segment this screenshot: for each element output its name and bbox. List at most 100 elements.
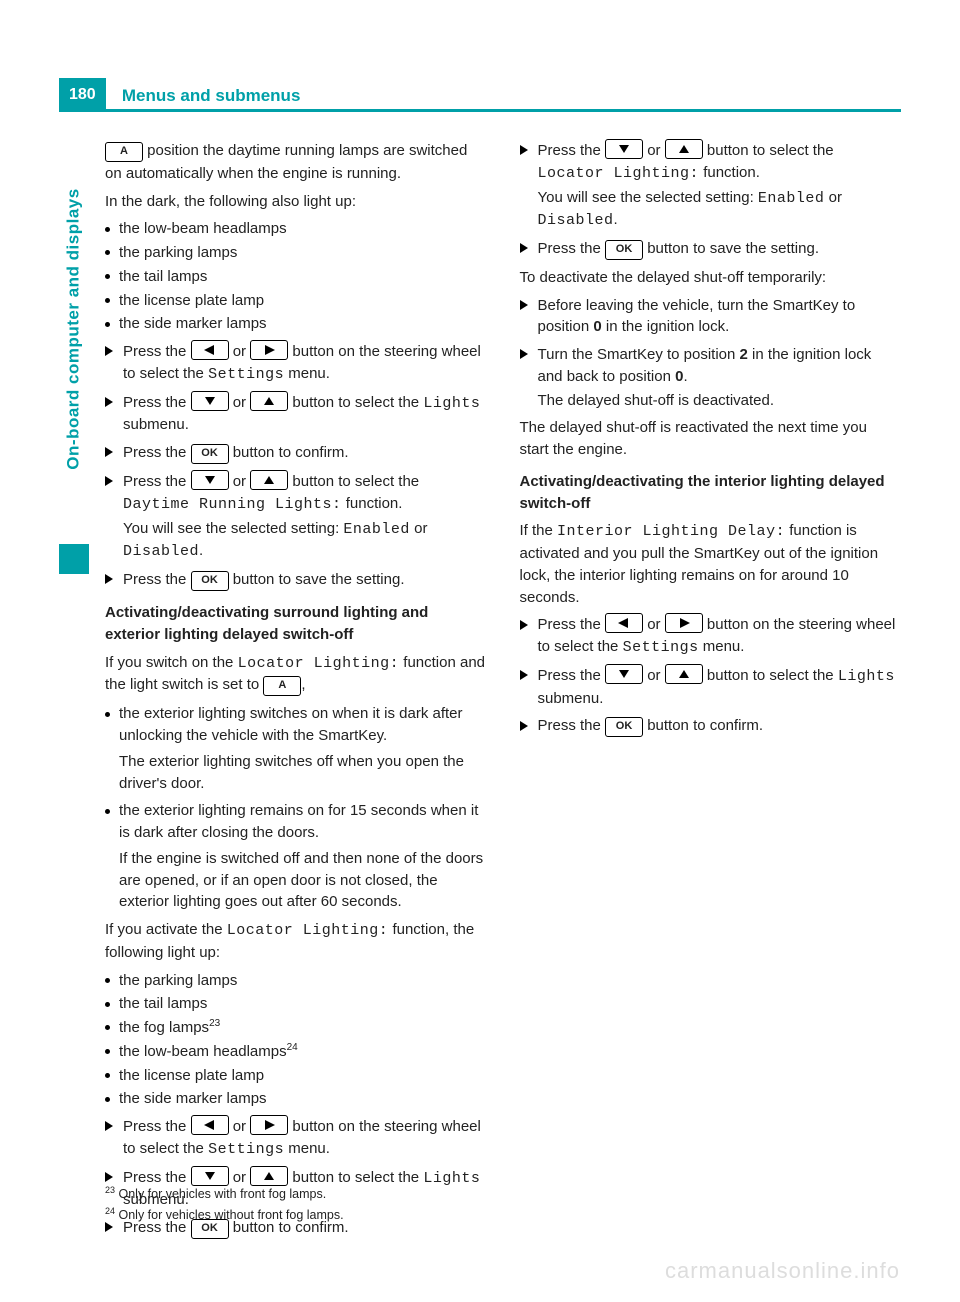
text: Press the	[123, 394, 191, 411]
text: button to save the setting.	[229, 571, 405, 588]
text: submenu.	[123, 416, 189, 433]
paragraph: To deactivate the delayed shut-off tempo…	[520, 267, 901, 289]
step: Press the OK button to save the setting.	[105, 569, 486, 592]
section-heading: Activating/deactivating surround lightin…	[105, 602, 486, 646]
list-item: the low-beam headlamps24	[105, 1041, 486, 1063]
text: or	[643, 142, 665, 159]
list-item: the exterior lighting switches on when i…	[105, 703, 486, 794]
text: position the daytime running lamps are s…	[105, 142, 467, 182]
up-arrow-icon	[250, 391, 288, 411]
step: Press the OK button to save the setting.	[520, 238, 901, 261]
text: Press the	[123, 571, 191, 588]
paragraph: In the dark, the following also light up…	[105, 191, 486, 213]
text: Press the	[538, 142, 606, 159]
list-item: the license plate lamp	[105, 1065, 486, 1087]
step: Before leaving the vehicle, turn the Sma…	[520, 295, 901, 339]
text: Press the	[538, 667, 606, 684]
text: or	[410, 520, 428, 537]
text: Press the	[538, 616, 606, 633]
step: Press the OK button to confirm.	[105, 442, 486, 465]
menu-name: Lights	[838, 668, 895, 685]
footnote-text: Only for vehicles with front fog lamps.	[119, 1187, 327, 1201]
function-name: Locator Lighting:	[238, 655, 400, 672]
up-arrow-icon	[665, 139, 703, 159]
left-arrow-icon	[191, 1115, 229, 1135]
list-item: the exterior lighting remains on for 15 …	[105, 800, 486, 913]
sub-paragraph: If the engine is switched off and then n…	[119, 848, 486, 913]
text: function.	[342, 495, 403, 512]
header-rule	[59, 109, 901, 112]
text: or	[824, 189, 842, 206]
text: or	[643, 616, 665, 633]
ok-button-icon: OK	[605, 717, 643, 737]
footnote-num: 24	[105, 1206, 115, 1216]
footnote-ref: 23	[209, 1018, 220, 1029]
step: Press the or button to select the Locato…	[520, 140, 901, 232]
text: button to save the setting.	[643, 240, 819, 257]
text: If the	[520, 522, 558, 539]
list-item: the parking lamps	[105, 242, 486, 264]
down-arrow-icon	[605, 139, 643, 159]
down-arrow-icon	[605, 664, 643, 684]
setting-value: Disabled	[538, 212, 614, 229]
step: Press the or button on the steering whee…	[105, 1116, 486, 1161]
text: the low-beam headlamps	[119, 1043, 287, 1060]
footnote-ref: 24	[287, 1042, 298, 1053]
sub-paragraph: The exterior lighting switches off when …	[119, 751, 486, 795]
text: or	[229, 394, 251, 411]
up-arrow-icon	[250, 470, 288, 490]
down-arrow-icon	[191, 1166, 229, 1186]
side-tab-block	[59, 544, 89, 574]
paragraph: The delayed shut-off is reactivated the …	[520, 417, 901, 461]
page-header: 180 Menus and submenus	[59, 78, 901, 112]
body-content: A position the daytime running lamps are…	[105, 140, 900, 1252]
list-item: the tail lamps	[105, 266, 486, 288]
text: button to select the	[288, 394, 423, 411]
text: Press the	[538, 240, 606, 257]
text: button to confirm.	[229, 444, 349, 461]
footnotes: 23 Only for vehicles with front fog lamp…	[105, 1184, 344, 1226]
right-arrow-icon	[250, 1115, 288, 1135]
sub-paragraph: The delayed shut-off is deactivated.	[538, 390, 901, 412]
function-name: Daytime Running Lights:	[123, 496, 342, 513]
text: or	[229, 473, 251, 490]
text: You will see the selected setting:	[123, 520, 343, 537]
down-arrow-icon	[191, 470, 229, 490]
setting-value: Enabled	[343, 521, 410, 538]
list-item: the side marker lamps	[105, 1088, 486, 1110]
bullet-list: the exterior lighting switches on when i…	[105, 703, 486, 913]
text: button to confirm.	[643, 717, 763, 734]
up-arrow-icon	[250, 1166, 288, 1186]
list-item: the license plate lamp	[105, 290, 486, 312]
left-arrow-icon	[191, 340, 229, 360]
ok-button-icon: OK	[191, 571, 229, 591]
step: Press the or button to select the Lights…	[520, 665, 901, 710]
text: or	[229, 343, 251, 360]
footnote-num: 23	[105, 1185, 115, 1195]
ok-button-icon: OK	[605, 240, 643, 260]
text: submenu.	[538, 690, 604, 707]
text: Press the	[538, 717, 606, 734]
function-name: Interior Lighting Delay:	[557, 523, 785, 540]
menu-name: Settings	[208, 366, 284, 383]
up-arrow-icon	[665, 664, 703, 684]
text: button to select the	[703, 142, 834, 159]
down-arrow-icon	[191, 391, 229, 411]
menu-name: Lights	[423, 1170, 480, 1187]
text: If you activate the	[105, 921, 227, 938]
text: Press the	[123, 473, 191, 490]
text: Press the	[123, 444, 191, 461]
text: Press the	[123, 343, 191, 360]
text: the exterior lighting switches on when i…	[119, 705, 463, 744]
setting-value: Disabled	[123, 543, 199, 560]
step: Press the or button to select the Daytim…	[105, 471, 486, 563]
text: button to select the	[288, 1169, 423, 1186]
footnote: 23 Only for vehicles with front fog lamp…	[105, 1184, 344, 1204]
text: button to select the	[703, 667, 838, 684]
menu-name: Settings	[208, 1141, 284, 1158]
text: menu.	[284, 365, 330, 382]
text: .	[683, 368, 687, 385]
step: Turn the SmartKey to position 2 in the i…	[520, 344, 901, 411]
list-item: the fog lamps23	[105, 1017, 486, 1039]
paragraph: If the Interior Lighting Delay: function…	[520, 520, 901, 608]
